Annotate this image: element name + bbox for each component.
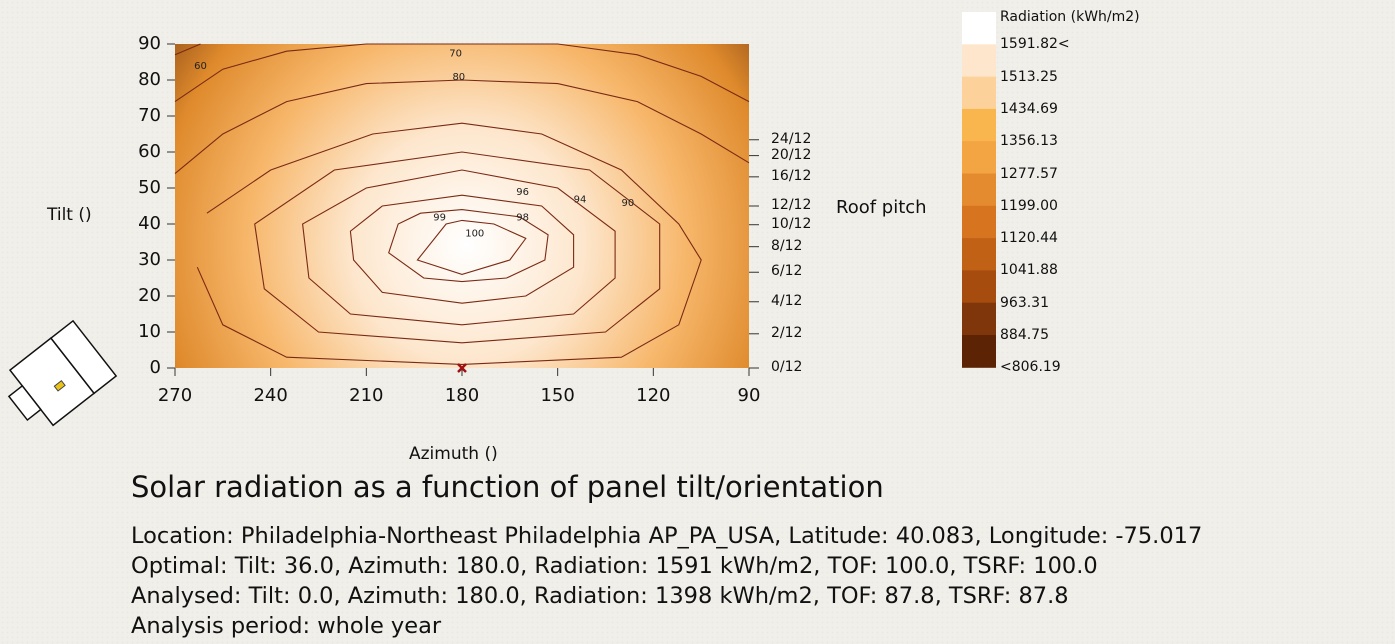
legend-label: 1120.44 xyxy=(1000,230,1058,247)
legend-label: 1277.57 xyxy=(1000,165,1058,182)
contour-line-99 xyxy=(388,209,549,283)
contour-line-70 xyxy=(174,43,750,103)
legend-swatch xyxy=(962,108,996,142)
contour-line-80 xyxy=(174,79,750,175)
roof-pitch-tick-label: 20/12 xyxy=(771,146,812,163)
y-tick-label: 80 xyxy=(138,69,161,90)
contour-label: 96 xyxy=(516,187,529,198)
contour-label: 100 xyxy=(465,229,484,240)
legend-label: 1199.00 xyxy=(1000,197,1058,214)
legend-swatch xyxy=(962,44,996,78)
y-tick-label: 50 xyxy=(138,177,161,198)
x-tick-label: 150 xyxy=(540,385,575,406)
y-tick-label: 60 xyxy=(138,141,161,162)
contour-label: 94 xyxy=(574,194,587,205)
legend-swatch xyxy=(962,76,996,110)
legend-label: <806.19 xyxy=(1000,359,1061,376)
y-axis-label: Tilt () xyxy=(47,205,92,225)
roof-pitch-tick-label: 2/12 xyxy=(771,324,803,341)
roof-pitch-tick-label: 12/12 xyxy=(771,197,812,213)
contour-label: 90 xyxy=(621,198,634,209)
chart-title: Solar radiation as a function of panel t… xyxy=(131,470,884,504)
legend-label: 1591.82< xyxy=(1000,36,1070,53)
legend-swatch xyxy=(962,335,996,368)
legend-label: 1434.69 xyxy=(1000,100,1058,117)
legend-label: 1041.88 xyxy=(1000,262,1058,279)
x-tick-label: 90 xyxy=(737,385,761,406)
location-line: Location: Philadelphia-Northeast Philade… xyxy=(131,523,1203,549)
y-tick-label: 0 xyxy=(149,357,161,378)
legend-label: 1356.13 xyxy=(1000,133,1058,150)
legend-swatch xyxy=(962,205,996,239)
contour-plot: 100 99 98 96 94 90 80 70 60 xyxy=(167,43,759,376)
roof-pitch-tick-label: 16/12 xyxy=(771,167,812,184)
x-tick-label: 240 xyxy=(253,385,288,406)
legend-swatch xyxy=(962,12,996,45)
y-tick-label: 10 xyxy=(138,321,161,342)
contour-line-98 xyxy=(349,194,575,304)
roof-pitch-tick-label: 8/12 xyxy=(771,237,803,254)
optimal-line: Optimal: Tilt: 36.0, Azimuth: 180.0, Rad… xyxy=(131,553,1098,579)
legend-title: Radiation (kWh/m2) xyxy=(1000,9,1140,25)
contour-label: 60 xyxy=(194,61,207,72)
roof-pitch-tick-label: 24/12 xyxy=(771,130,812,147)
legend-swatch xyxy=(962,141,996,174)
legend-swatch xyxy=(962,238,996,271)
house-orientation-icon xyxy=(7,319,118,427)
x-tick-label: 210 xyxy=(349,385,384,406)
roof-pitch-tick-label: 0/12 xyxy=(771,359,803,375)
legend-swatch xyxy=(962,302,996,336)
x-tick-label: 180 xyxy=(444,385,480,406)
x-tick-label: 270 xyxy=(157,385,193,406)
contour-label: 80 xyxy=(452,72,465,83)
contour-line-96 xyxy=(302,169,616,326)
legend-label: 1513.25 xyxy=(1000,68,1058,85)
period-line: Analysis period: whole year xyxy=(131,613,442,639)
x-tick-label: 120 xyxy=(636,385,671,406)
y-tick-label: 90 xyxy=(138,33,161,54)
analysed-line: Analysed: Tilt: 0.0, Azimuth: 180.0, Rad… xyxy=(131,583,1069,609)
roof-pitch-label: Roof pitch xyxy=(836,197,927,218)
legend-swatch xyxy=(962,173,996,207)
x-axis-label: Azimuth () xyxy=(409,444,498,464)
contour-line-90 xyxy=(196,122,702,365)
color-legend xyxy=(962,12,996,368)
y-tick-label: 30 xyxy=(138,249,161,270)
y-tick-label: 70 xyxy=(138,105,161,126)
legend-label: 884.75 xyxy=(1000,327,1049,343)
contour-label: 98 xyxy=(516,212,529,223)
contour-line-100 xyxy=(416,219,527,275)
analysed-point-marker xyxy=(457,363,467,373)
y-tick-label: 40 xyxy=(138,213,161,234)
heatmap-area xyxy=(175,44,749,368)
contour-label: 70 xyxy=(449,49,462,60)
legend-label: 963.31 xyxy=(1000,294,1049,311)
roof-pitch-tick-label: 6/12 xyxy=(771,263,803,280)
contour-line-60 xyxy=(174,43,201,56)
contour-label: 99 xyxy=(433,212,446,223)
roof-pitch-tick-label: 4/12 xyxy=(771,292,803,309)
contour-line-94 xyxy=(254,151,661,344)
y-tick-label: 20 xyxy=(138,285,161,306)
roof-pitch-tick-label: 10/12 xyxy=(771,215,812,232)
legend-swatch xyxy=(962,270,996,304)
